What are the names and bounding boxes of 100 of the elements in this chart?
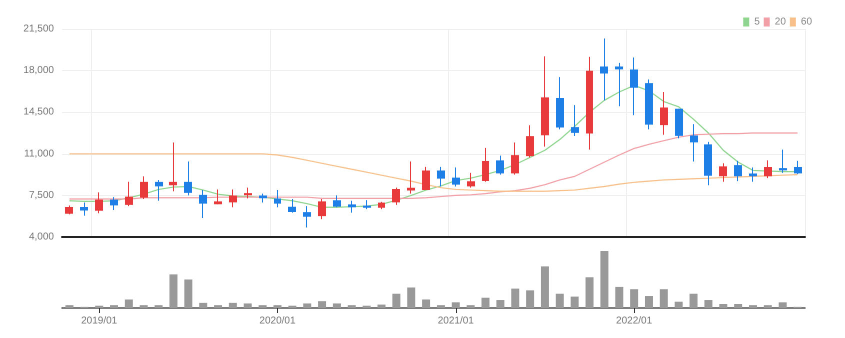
- candlestick: [690, 124, 698, 162]
- bar: [556, 294, 564, 308]
- bar: [764, 305, 772, 308]
- candlestick: [229, 188, 237, 208]
- bar: [482, 298, 490, 308]
- bar: [630, 289, 638, 308]
- bar: [199, 302, 208, 308]
- candlestick: [764, 160, 772, 179]
- candlestick: [274, 190, 281, 208]
- bar: [407, 287, 416, 308]
- bar: [244, 303, 252, 308]
- candlestick: [65, 205, 73, 215]
- candlestick: [303, 206, 311, 228]
- line-series: [68, 132, 798, 200]
- candlestick: [288, 198, 296, 214]
- candlestick: [452, 166, 460, 187]
- bar: [303, 303, 312, 308]
- candlestick: [378, 201, 385, 210]
- bar: [615, 286, 624, 308]
- candlestick: [482, 147, 489, 182]
- bar: [332, 303, 341, 308]
- bar: [318, 301, 326, 308]
- bar: [526, 290, 534, 308]
- y-tick-label: 11,000: [24, 148, 54, 160]
- bar: [586, 277, 594, 308]
- bar: [452, 302, 460, 308]
- candlestick: [779, 149, 787, 174]
- bar: [511, 288, 520, 308]
- candlestick: [348, 200, 356, 214]
- candlestick: [630, 57, 638, 116]
- bar: [540, 266, 549, 308]
- candlestick: [363, 200, 371, 210]
- candlestick: [214, 188, 222, 205]
- bar: [422, 299, 430, 308]
- candlestick: [259, 193, 267, 204]
- candlestick: [244, 187, 252, 199]
- bar: [436, 305, 445, 308]
- bar: [258, 305, 267, 308]
- bar: [65, 305, 74, 308]
- bar: [377, 304, 386, 308]
- candlestick: [437, 166, 445, 187]
- candlestick: [719, 162, 727, 182]
- candlestick: [467, 172, 475, 188]
- candlestick: [600, 38, 608, 101]
- bar: [660, 289, 668, 308]
- candlestick: [140, 176, 148, 200]
- legend-label: 60: [800, 16, 812, 28]
- candlestick: [556, 76, 564, 130]
- legend-label: 20: [774, 16, 786, 28]
- candlestick: [318, 198, 326, 220]
- candlestick: [333, 194, 341, 208]
- bar: [644, 296, 653, 308]
- bar: [778, 302, 787, 308]
- candlestick: [734, 160, 742, 182]
- candlestick: [125, 181, 133, 207]
- x-tick-label: 2021/01: [438, 316, 474, 326]
- bar: [496, 300, 504, 308]
- candlestick: [541, 56, 549, 148]
- candlestick: [422, 166, 430, 191]
- y-tick-label: 18,000: [23, 65, 54, 76]
- x-tick-label: 2020/01: [259, 316, 296, 326]
- y-tick-label: 21,500: [23, 24, 54, 34]
- bar: [110, 305, 118, 308]
- bar: [184, 280, 192, 308]
- candlestick: [169, 142, 177, 192]
- bar: [690, 294, 698, 308]
- candlestick: [794, 160, 802, 175]
- bar: [466, 305, 475, 308]
- bar: [600, 251, 608, 308]
- candlestick: [615, 62, 623, 107]
- candlestick: [80, 202, 88, 216]
- candlestick: [110, 196, 118, 211]
- bar: [674, 302, 683, 308]
- candlestick: [184, 161, 192, 196]
- bar: [140, 305, 148, 308]
- candlestick: [675, 108, 683, 139]
- candlestick: [660, 91, 668, 136]
- bar: [228, 302, 237, 308]
- candlestick: [526, 124, 534, 158]
- y-tick-label: 14,500: [23, 106, 54, 118]
- bar: [273, 305, 282, 308]
- bar: [719, 304, 728, 308]
- candlestick: [645, 79, 653, 130]
- bar: [124, 299, 133, 308]
- x-tick-label: 2019/01: [81, 316, 118, 326]
- bar: [704, 300, 712, 308]
- y-tick-label: 7,500: [28, 190, 54, 201]
- bar: [214, 305, 222, 308]
- bar: [154, 305, 163, 308]
- line-series: [68, 153, 798, 192]
- y-tick-label: 4,000: [28, 232, 54, 242]
- legend-label: 5: [754, 16, 760, 28]
- bar: [734, 304, 742, 308]
- candlestick: [155, 179, 163, 202]
- candlestick: [199, 190, 207, 218]
- bar: [169, 274, 178, 308]
- candlestick: [95, 192, 103, 214]
- bar: [748, 305, 757, 308]
- candlestick: [704, 141, 712, 186]
- candlestick: [571, 104, 579, 136]
